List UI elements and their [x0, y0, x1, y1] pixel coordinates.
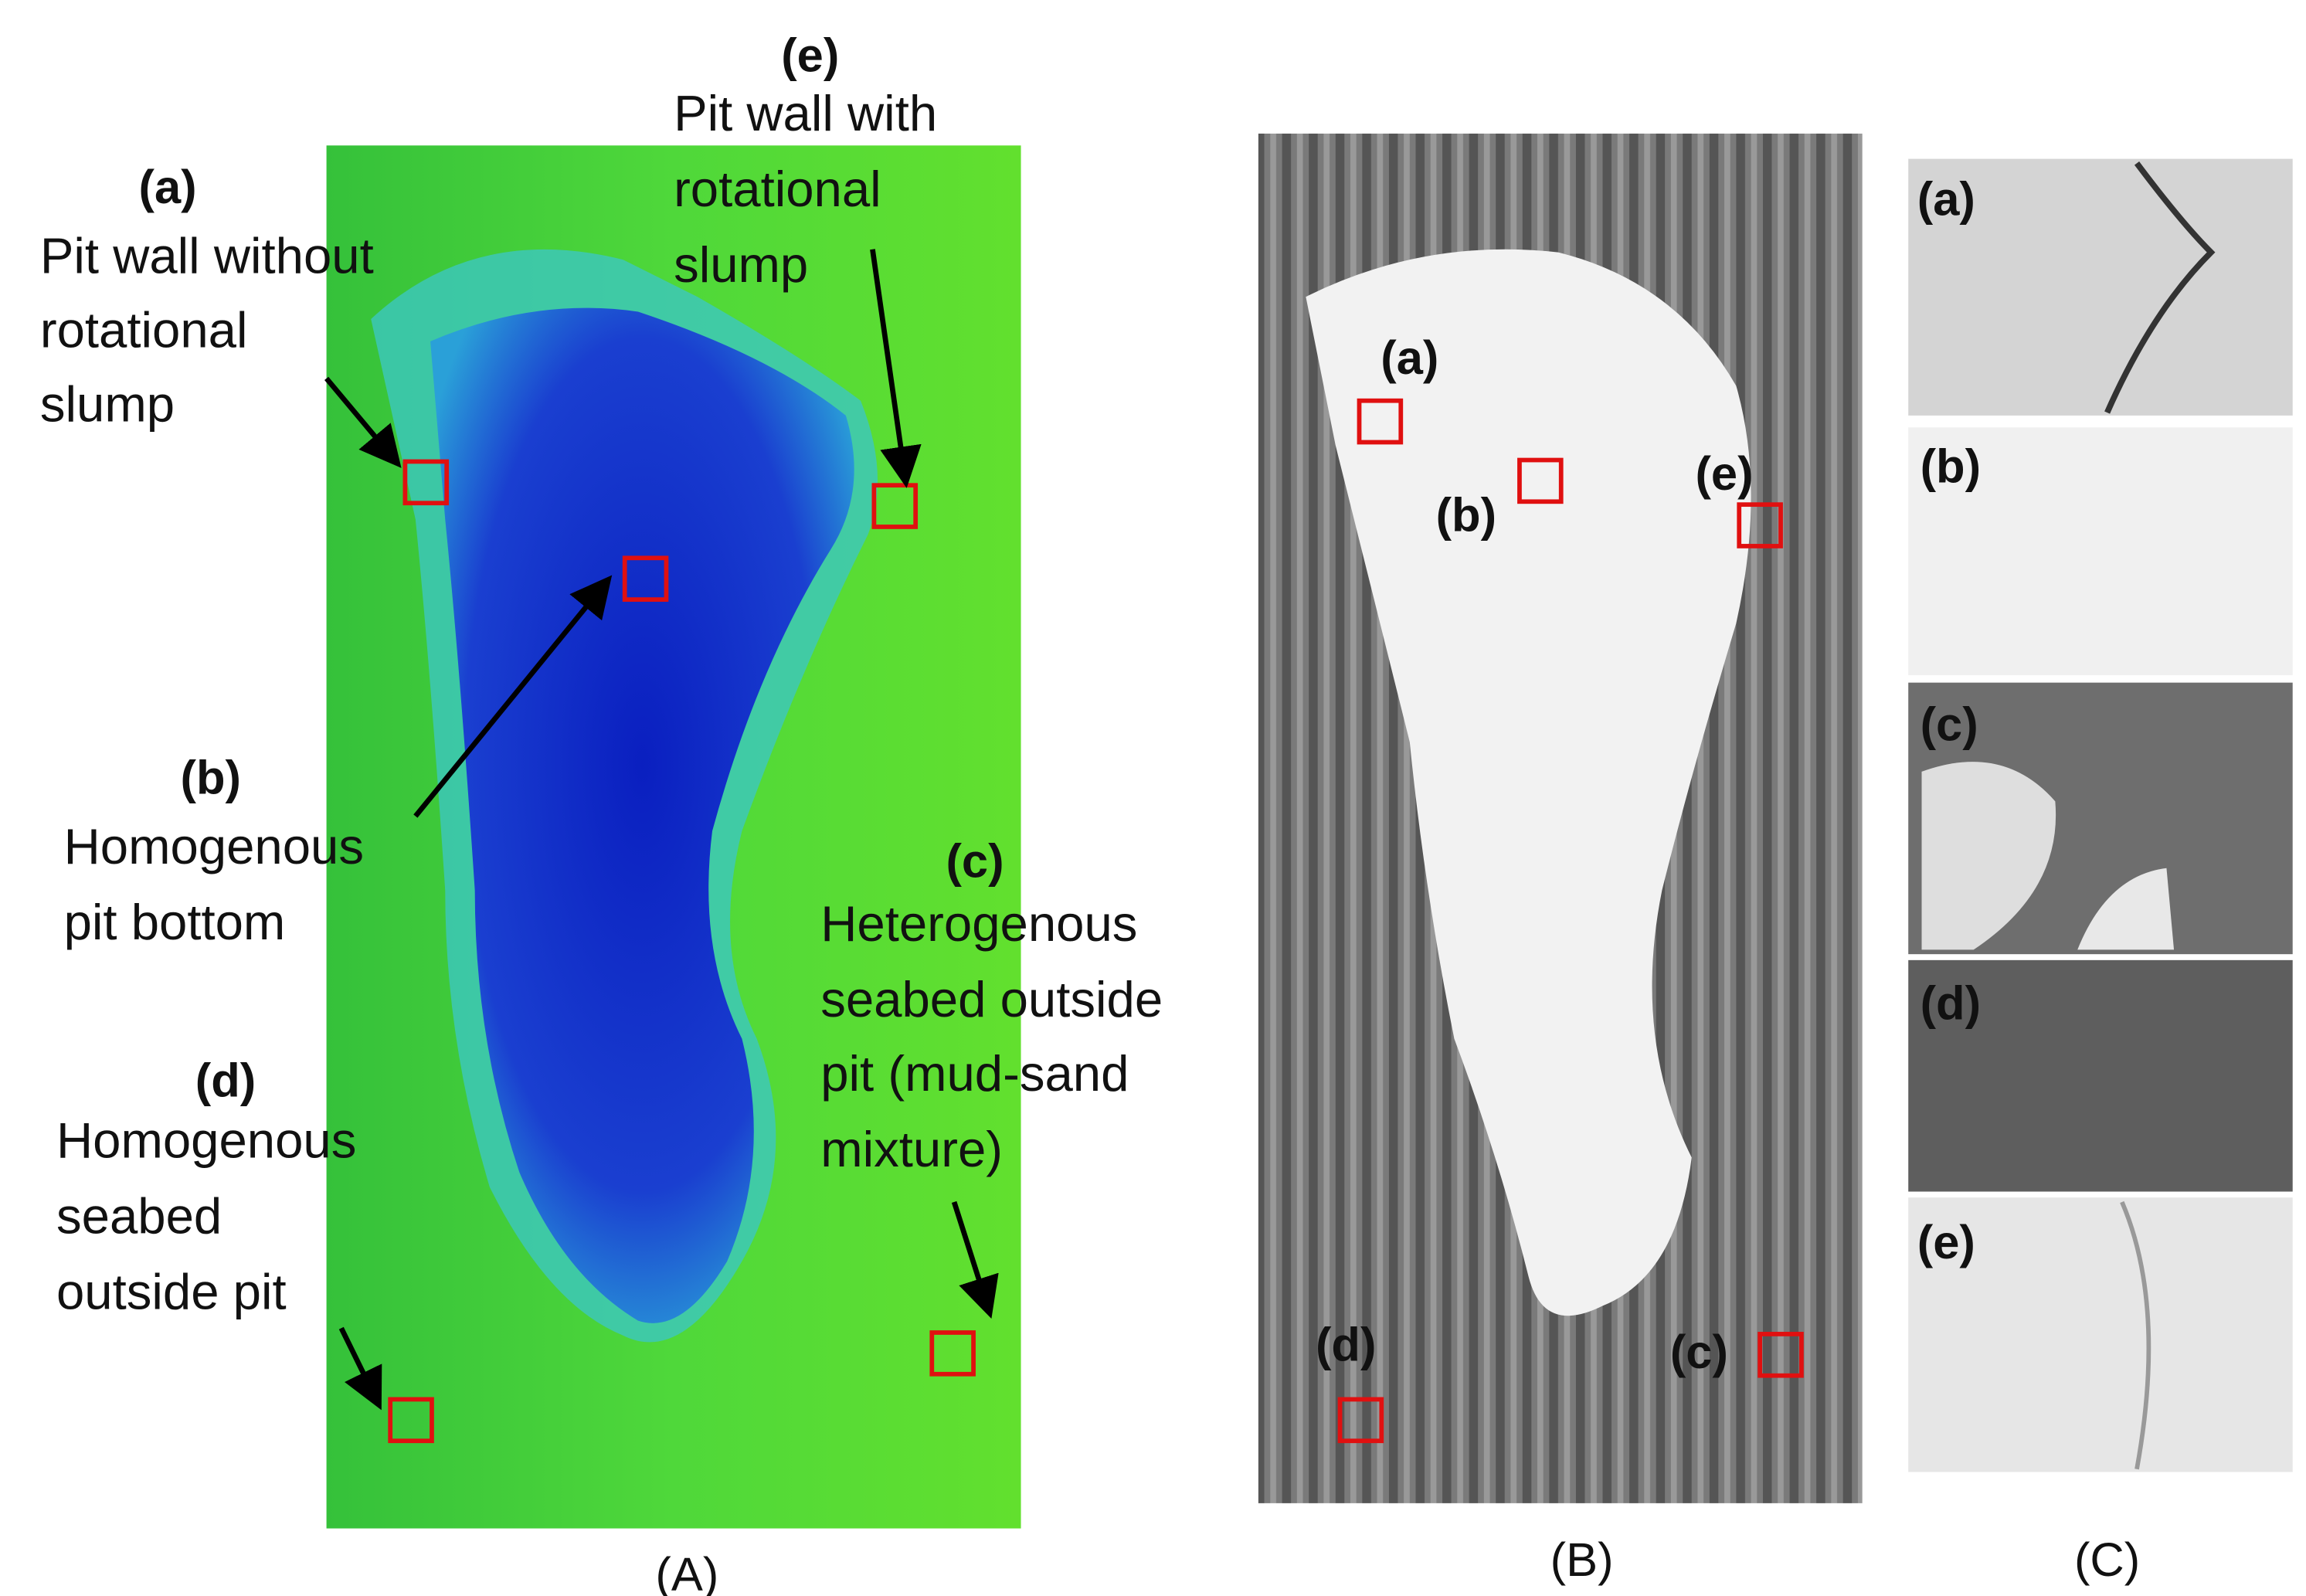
- annotation-text: seabed: [56, 1187, 222, 1244]
- annotation-text: pit bottom: [64, 894, 286, 950]
- annotation-text: slump: [674, 236, 808, 293]
- marker-label: (b): [1436, 489, 1496, 542]
- panel-b-map: [1258, 133, 1863, 1503]
- annotation-letter: (b): [181, 752, 241, 805]
- annotation-text: slump: [40, 376, 175, 433]
- panel-a-map: [326, 145, 1021, 1529]
- annotation-text: outside pit: [56, 1263, 287, 1319]
- annotation-text: pit (mud-sand: [820, 1045, 1129, 1102]
- marker-label: (e): [1695, 447, 1753, 501]
- tile-label: (d): [1921, 977, 1981, 1031]
- annotation-text: mixture): [820, 1121, 1003, 1177]
- tile-label: (e): [1917, 1216, 1975, 1269]
- marker-label: (d): [1316, 1318, 1376, 1371]
- annotation-text: Homogenous: [64, 818, 364, 874]
- tile-label: (a): [1917, 173, 1975, 226]
- annotation-letter: (e): [781, 29, 839, 82]
- tile-label: (b): [1921, 440, 1981, 493]
- panel-a-annotations: (a) Pit wall without rotational slump (e…: [40, 29, 1163, 1319]
- panel-label: (C): [2074, 1533, 2140, 1587]
- marker-label: (a): [1381, 331, 1438, 385]
- annotation-letter: (d): [195, 1054, 256, 1108]
- annotation-letter: (a): [139, 161, 197, 214]
- annotation-text: Heterogenous: [820, 895, 1137, 952]
- marker-label: (c): [1670, 1326, 1728, 1379]
- tile-label: (c): [1921, 698, 1978, 752]
- annotation-letter: (c): [946, 834, 1004, 888]
- panel-label: (B): [1550, 1533, 1614, 1587]
- annotation-text: rotational: [40, 302, 248, 358]
- annotation-text: Pit wall with: [674, 85, 937, 141]
- annotation-text: Pit wall without: [40, 227, 374, 284]
- panel-b-markers: (a) (b) (e) (d) (c): [1316, 331, 1804, 1444]
- annotation-text: rotational: [674, 161, 881, 217]
- panel-a-markers: [324, 249, 999, 1444]
- annotation-text: Homogenous: [56, 1112, 356, 1168]
- annotation-text: seabed outside: [820, 971, 1163, 1027]
- panel-c-tiles: (a) (b) (c) (d) (e): [1908, 158, 2293, 1472]
- panel-label: (A): [655, 1548, 718, 1596]
